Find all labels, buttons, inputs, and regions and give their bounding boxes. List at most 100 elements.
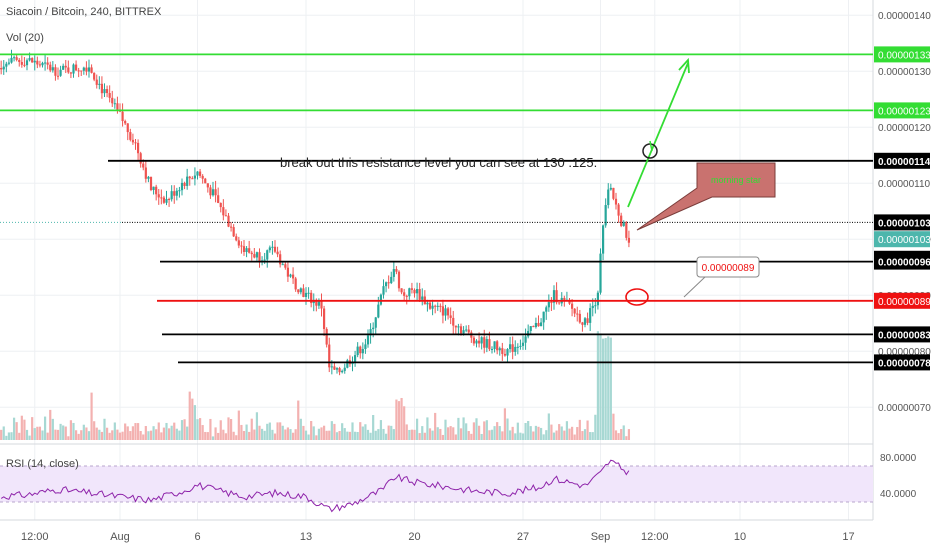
volume-bar [397, 401, 401, 440]
volume-bar [10, 432, 13, 440]
volume-bar [508, 430, 512, 440]
volume-bar [237, 410, 240, 440]
volume-bar [229, 419, 233, 440]
candle-body [62, 65, 65, 70]
candle-body [333, 366, 336, 370]
candle-body [72, 64, 75, 74]
grid [0, 0, 874, 521]
candle-body [15, 57, 18, 60]
candle-body [160, 197, 163, 199]
volume-bar [307, 434, 310, 440]
candle-body [307, 292, 310, 294]
candle-body [291, 274, 295, 279]
candle-body [454, 325, 457, 328]
rsi-tick-label: 40.0000 [880, 489, 917, 500]
volume-bar [434, 412, 437, 440]
candle-body [193, 175, 197, 179]
volume-bar [457, 417, 460, 440]
time-tick-label: Sep [591, 531, 611, 543]
volume-bar [586, 420, 589, 440]
candle-body [359, 346, 362, 354]
candle-body [142, 163, 145, 168]
volume-bar [387, 425, 390, 440]
volume-bar [62, 425, 65, 440]
candle-body [622, 222, 625, 226]
candle-body [570, 303, 574, 309]
volume-bar [361, 426, 364, 440]
volume-bar [33, 428, 36, 440]
rsi-label: RSI (14, close) [6, 458, 79, 470]
volume-bar [93, 421, 96, 440]
price-tag-label: 0.00000089 [878, 297, 931, 308]
candle-body [594, 305, 597, 307]
volume-bar [69, 420, 73, 440]
volume-bar [506, 418, 509, 440]
volume-bar [405, 424, 408, 440]
volume-bar [5, 435, 8, 440]
price-tick-label: 0.00000110 [878, 179, 931, 190]
candle-body [204, 178, 207, 184]
volume-bar [449, 426, 452, 440]
candle-body [581, 322, 584, 325]
candle-body [28, 58, 31, 61]
candle-body [67, 67, 70, 73]
candle-body [10, 57, 13, 63]
price-tag-label: 0.00000103 [878, 235, 931, 246]
candle-body [617, 204, 620, 216]
volume-bar [524, 422, 527, 440]
candle-body [51, 67, 54, 71]
price-candles [0, 49, 631, 376]
volume-bar [372, 415, 375, 440]
volume-bar [364, 424, 367, 440]
volume-bar [121, 431, 124, 440]
volume-bar [542, 434, 545, 440]
volume-bar [95, 427, 98, 440]
volume-bar [180, 420, 184, 440]
volume-bar [299, 418, 302, 440]
volume-bar [366, 429, 370, 440]
volume-bar [591, 432, 594, 440]
volume-bar [374, 430, 377, 440]
candle-body [302, 288, 305, 297]
volume-bar [258, 425, 261, 440]
volume-bar [147, 431, 150, 440]
volume-bar [501, 431, 504, 440]
volume-bar [222, 429, 225, 440]
volume-bar [516, 422, 519, 440]
candle-body [124, 121, 127, 124]
candle-body [38, 64, 42, 66]
candle-body [397, 271, 401, 289]
candle-body [294, 278, 297, 290]
volume-bar [302, 425, 305, 440]
breakout-annotation: break out this resistance level you can … [280, 155, 597, 170]
candle-body [325, 328, 328, 345]
volume-bar [625, 436, 628, 440]
candle-body [5, 63, 8, 67]
price-callout-pointer [683, 276, 706, 298]
volume-bar [219, 420, 222, 440]
volume-bar [614, 430, 618, 440]
price-tag [874, 46, 930, 63]
candle-body [18, 59, 21, 63]
volume-bar [211, 436, 215, 440]
candle-body [408, 288, 411, 297]
candle-body [534, 322, 538, 328]
volume-bar [338, 430, 341, 440]
candle-body [108, 93, 111, 98]
candle-body [625, 222, 628, 238]
volume-bar [446, 427, 450, 440]
candle-body [506, 349, 509, 356]
candle-body [297, 289, 300, 293]
candle-body [279, 254, 282, 265]
candle-body [382, 286, 385, 295]
candle-body [465, 329, 468, 331]
volume-bar [356, 431, 359, 440]
candle-body [121, 111, 124, 122]
candle-body [43, 62, 47, 64]
candle-body [317, 301, 321, 306]
candle-body [41, 62, 44, 66]
candle-body [514, 346, 517, 352]
candle-body [136, 142, 140, 154]
candle-body [111, 97, 114, 104]
